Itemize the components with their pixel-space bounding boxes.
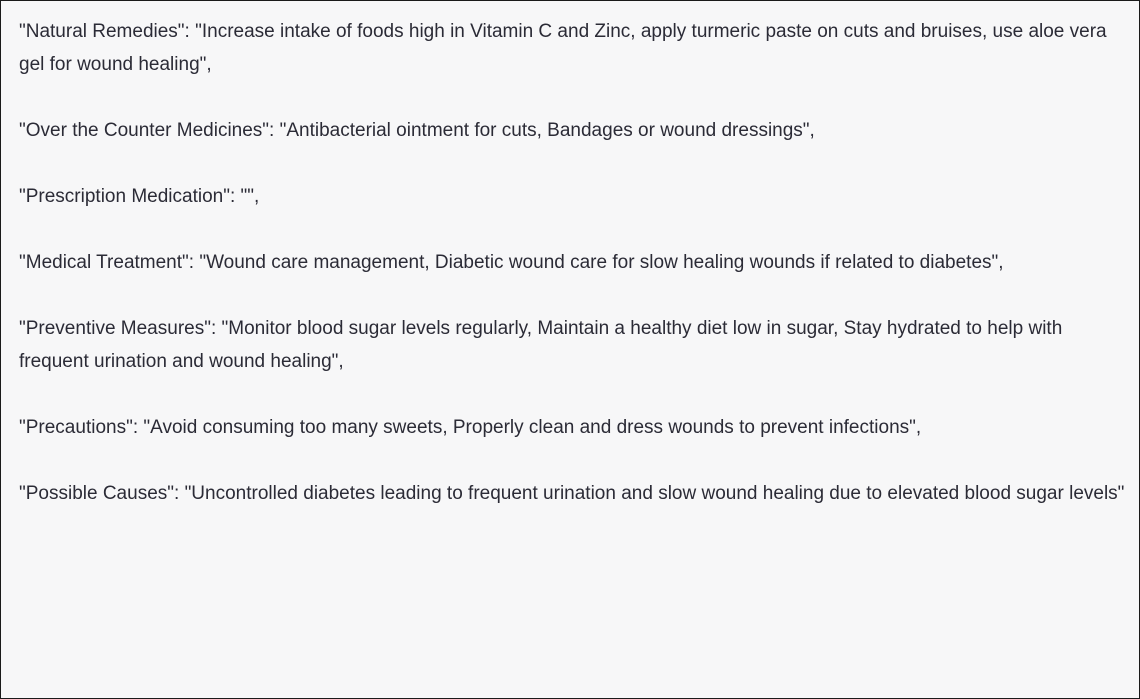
paragraph-otc-medicines: "Over the Counter Medicines": "Antibacte… bbox=[19, 120, 815, 141]
paragraph-possible-causes: "Possible Causes": "Uncontrolled diabete… bbox=[19, 483, 1125, 504]
paragraph-natural-remedies: "Natural Remedies": "Increase intake of … bbox=[19, 21, 1107, 75]
response-text: "Natural Remedies": "Increase intake of … bbox=[19, 15, 1134, 510]
paragraph-medical-treatment: "Medical Treatment": "Wound care managem… bbox=[19, 252, 1004, 273]
paragraph-prescription-medication: "Prescription Medication": "", bbox=[19, 186, 260, 207]
paragraph-preventive-measures: "Preventive Measures": "Monitor blood su… bbox=[19, 318, 1063, 372]
paragraph-precautions: "Precautions": "Avoid consuming too many… bbox=[19, 417, 922, 438]
